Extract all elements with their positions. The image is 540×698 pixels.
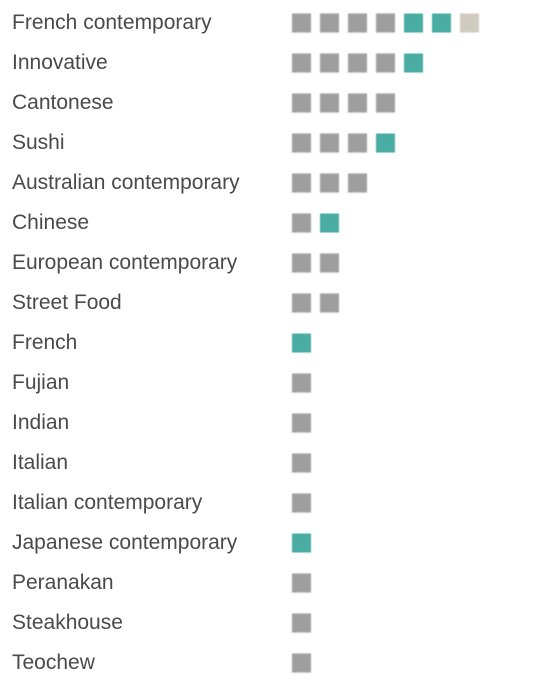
unit-square bbox=[320, 213, 339, 233]
unit-square bbox=[376, 53, 395, 73]
unit-square bbox=[320, 253, 339, 273]
unit-square bbox=[404, 53, 423, 73]
unit-square bbox=[348, 93, 367, 113]
category-label: Italian bbox=[12, 451, 68, 474]
unit-square bbox=[376, 133, 395, 153]
category-label: Steakhouse bbox=[12, 611, 123, 634]
unit-squares bbox=[292, 13, 479, 673]
unit-square bbox=[292, 533, 311, 553]
unit-square bbox=[292, 13, 311, 33]
category-label: Chinese bbox=[12, 211, 89, 234]
category-label: Japanese contemporary bbox=[12, 531, 238, 554]
unit-square bbox=[320, 133, 339, 153]
unit-square bbox=[292, 173, 311, 193]
category-label: Indian bbox=[12, 411, 69, 434]
unit-square bbox=[376, 93, 395, 113]
unit-square bbox=[460, 13, 479, 33]
unit-square bbox=[292, 373, 311, 393]
unit-square bbox=[292, 293, 311, 313]
category-label: European contemporary bbox=[12, 251, 238, 274]
unit-square bbox=[292, 133, 311, 153]
unit-square bbox=[292, 93, 311, 113]
unit-square bbox=[320, 53, 339, 73]
category-label: Fujian bbox=[12, 371, 69, 394]
unit-square bbox=[292, 453, 311, 473]
unit-square bbox=[292, 573, 311, 593]
unit-square bbox=[404, 13, 423, 33]
unit-square bbox=[348, 173, 367, 193]
category-label: Sushi bbox=[12, 131, 65, 154]
unit-square bbox=[292, 253, 311, 273]
unit-square bbox=[292, 413, 311, 433]
unit-square bbox=[292, 53, 311, 73]
unit-square bbox=[320, 293, 339, 313]
unit-square bbox=[292, 653, 311, 673]
category-label: Teochew bbox=[12, 651, 96, 674]
unit-square bbox=[348, 13, 367, 33]
category-labels: French contemporary Innovative Cantonese Su… bbox=[12, 11, 240, 674]
category-label: Innovative bbox=[12, 51, 108, 74]
unit-square bbox=[292, 213, 311, 233]
unit-square bbox=[292, 493, 311, 513]
unit-square bbox=[376, 13, 395, 33]
unit-square bbox=[320, 173, 339, 193]
category-label: French contemporary bbox=[12, 11, 212, 34]
category-label: Cantonese bbox=[12, 91, 114, 114]
unit-square bbox=[292, 333, 311, 353]
category-label: Peranakan bbox=[12, 571, 114, 594]
category-label: Italian contemporary bbox=[12, 491, 203, 514]
unit-square bbox=[432, 13, 451, 33]
unit-square bbox=[348, 53, 367, 73]
unit-square bbox=[348, 133, 367, 153]
unit-square bbox=[320, 93, 339, 113]
category-label: Street Food bbox=[12, 291, 122, 314]
category-label: French bbox=[12, 331, 77, 354]
unit-square bbox=[292, 613, 311, 633]
category-label: Australian contemporary bbox=[12, 171, 240, 194]
unit-square bbox=[320, 13, 339, 33]
